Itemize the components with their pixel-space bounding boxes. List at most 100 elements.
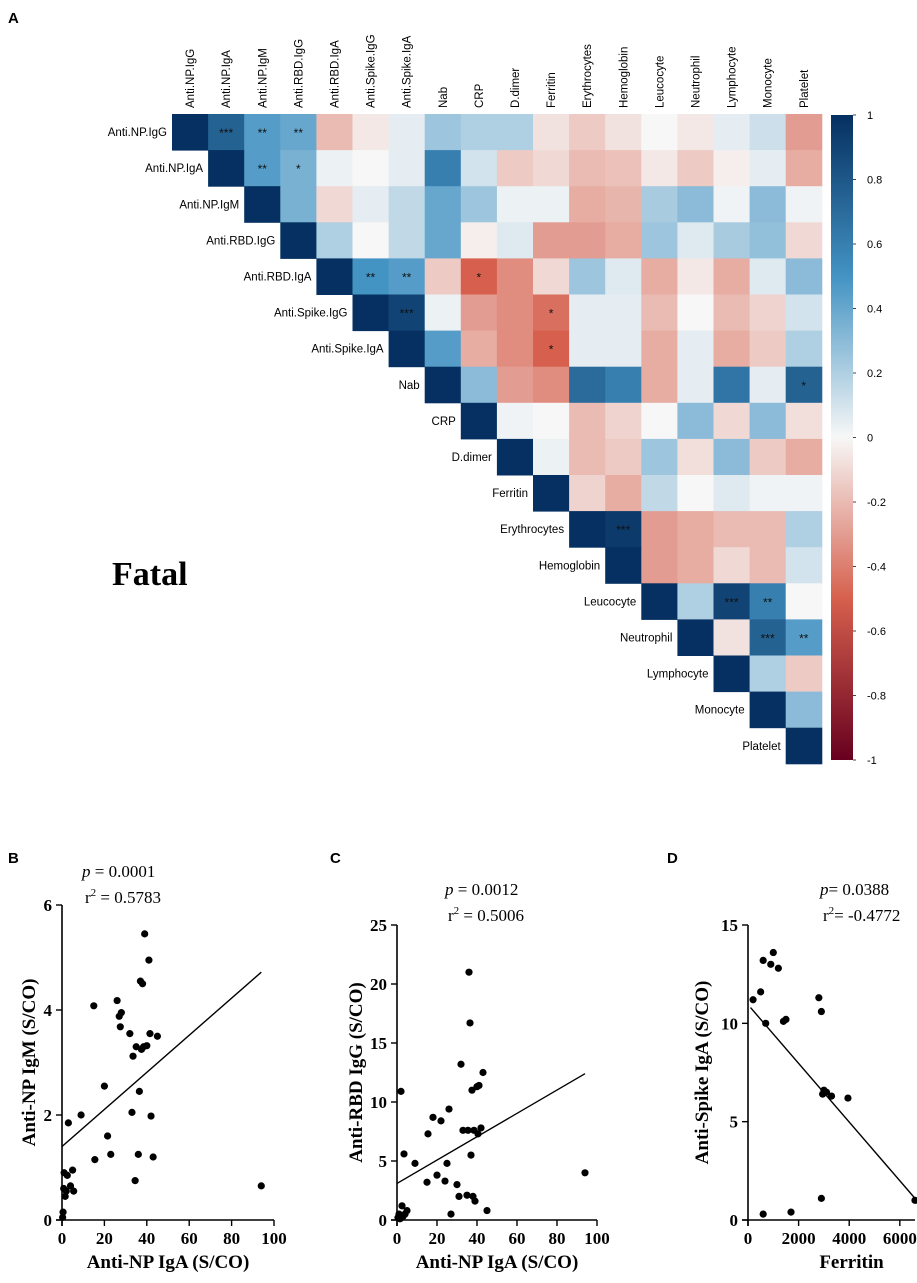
- scatter-point: [116, 1023, 124, 1031]
- y-tick-label: 5: [730, 1113, 739, 1132]
- significance-mark: ***: [616, 523, 630, 537]
- scatter-point: [69, 1166, 77, 1174]
- heatmap-cell: [352, 258, 390, 295]
- scatter-point: [774, 964, 782, 972]
- heatmap-cell: [677, 366, 714, 404]
- regression-line: [750, 1007, 916, 1199]
- significance-mark: **: [799, 631, 809, 645]
- heatmap-cell: [677, 583, 714, 620]
- column-label: Anti.NP.IgG: [185, 49, 197, 108]
- heatmap-cell: [677, 114, 714, 151]
- heatmap-cell: [460, 114, 498, 151]
- x-tick-label: 6000: [883, 1229, 917, 1248]
- x-tick-label: 100: [584, 1229, 610, 1248]
- heatmap-cell: [785, 438, 823, 476]
- heatmap-cell: [749, 330, 787, 368]
- scatter-point: [911, 1196, 917, 1204]
- heatmap-cell: [244, 114, 281, 151]
- heatmap-cell: [172, 114, 209, 151]
- heatmap-cell: [713, 222, 751, 259]
- heatmap-cell: [605, 150, 642, 187]
- panel-letter-b: B: [8, 850, 19, 867]
- colorbar-tick-label: -0.6: [867, 626, 886, 638]
- heatmap-cell: [316, 186, 353, 223]
- significance-mark: ***: [219, 126, 233, 140]
- heatmap-cell: [713, 547, 751, 584]
- heatmap-cell: [460, 258, 498, 295]
- heatmap-cell: [641, 475, 678, 512]
- column-label: Anti.RBD.IgA: [329, 40, 341, 108]
- row-label: Anti.RBD.IgG: [206, 235, 275, 247]
- heatmap-cell: [749, 438, 787, 476]
- column-label: Anti.Spike.IgA: [402, 35, 414, 108]
- heatmap-cell: [677, 294, 714, 332]
- scatter-point: [77, 1111, 85, 1119]
- heatmap-cell: [785, 330, 823, 368]
- heatmap-cell: [460, 186, 498, 223]
- heatmap-cell: [460, 366, 498, 404]
- heatmap-cell: [208, 114, 245, 151]
- colorbar-tick-label: -0.4: [867, 562, 886, 574]
- column-label: Erythrocytes: [582, 44, 594, 108]
- scatter-point: [70, 1187, 78, 1195]
- x-tick-label: 20: [429, 1229, 446, 1248]
- scatter-point: [131, 1177, 139, 1185]
- x-tick-label: 2000: [782, 1229, 816, 1248]
- heatmap-cell: [749, 366, 787, 404]
- heatmap-cell: [605, 511, 642, 548]
- scatter-point: [64, 1119, 72, 1127]
- scatter-point: [153, 1032, 161, 1040]
- x-tick-label: 80: [223, 1229, 240, 1248]
- scatter-point: [441, 1177, 449, 1185]
- heatmap-cell: [533, 258, 570, 295]
- column-label: Anti.NP.IgM: [257, 48, 269, 108]
- scatter-point: [757, 988, 765, 996]
- heatmap-cell: [496, 114, 534, 151]
- heatmap-cell: [388, 258, 426, 295]
- heatmap-cell: [641, 402, 678, 440]
- heatmap-cell: [749, 655, 787, 693]
- heatmap-cell: [785, 727, 823, 765]
- heatmap-cell: [244, 150, 281, 187]
- heatmap-cell: [569, 186, 606, 223]
- y-tick-label: 10: [370, 1093, 387, 1112]
- y-axis-label: Anti-NP IgM (S/CO): [19, 979, 40, 1147]
- row-label: Monocyte: [695, 705, 745, 717]
- heatmap-cell: [641, 294, 678, 332]
- colorbar-tick-label: 0.6: [867, 239, 882, 251]
- scatter-point: [103, 1132, 112, 1140]
- y-tick-label: 0: [379, 1211, 388, 1230]
- scatter-point: [465, 968, 473, 976]
- x-tick-label: 0: [744, 1229, 753, 1248]
- heatmap-cell: [208, 150, 245, 187]
- heatmap-cell: [569, 366, 606, 404]
- heatmap-cell: [533, 402, 570, 440]
- row-label: Anti.Spike.IgG: [274, 308, 348, 320]
- scatter-point: [423, 1178, 431, 1186]
- heatmap-cell: [749, 402, 787, 440]
- heatmap-cell: [569, 511, 606, 548]
- heatmap-cell: [496, 294, 534, 332]
- heatmap-cell: [424, 330, 462, 368]
- colorbar-tick-label: -0.8: [867, 691, 886, 703]
- y-tick-label: 5: [379, 1152, 388, 1171]
- heatmap-cell: [424, 150, 462, 187]
- heatmap-cell: [785, 619, 823, 656]
- scatter-point: [429, 1113, 437, 1121]
- scatter-point: [463, 1191, 471, 1199]
- x-tick-label: 60: [181, 1229, 198, 1248]
- scatter-point: [749, 996, 757, 1004]
- scatter-point: [467, 1151, 475, 1159]
- heatmap-cell: [785, 511, 823, 548]
- heatmap-cell: [713, 330, 751, 368]
- scatter-point: [782, 1015, 790, 1024]
- significance-mark: **: [402, 270, 412, 284]
- column-label: Anti.NP.IgA: [221, 50, 233, 108]
- heatmap-cell: [749, 547, 787, 584]
- heatmap-cell: [677, 402, 714, 440]
- heatmap-cell: [605, 294, 642, 332]
- column-label: Lymphocyte: [727, 46, 739, 108]
- scatter-point: [433, 1171, 441, 1179]
- scatter-point: [477, 1124, 485, 1132]
- row-label: Leucocyte: [584, 596, 636, 608]
